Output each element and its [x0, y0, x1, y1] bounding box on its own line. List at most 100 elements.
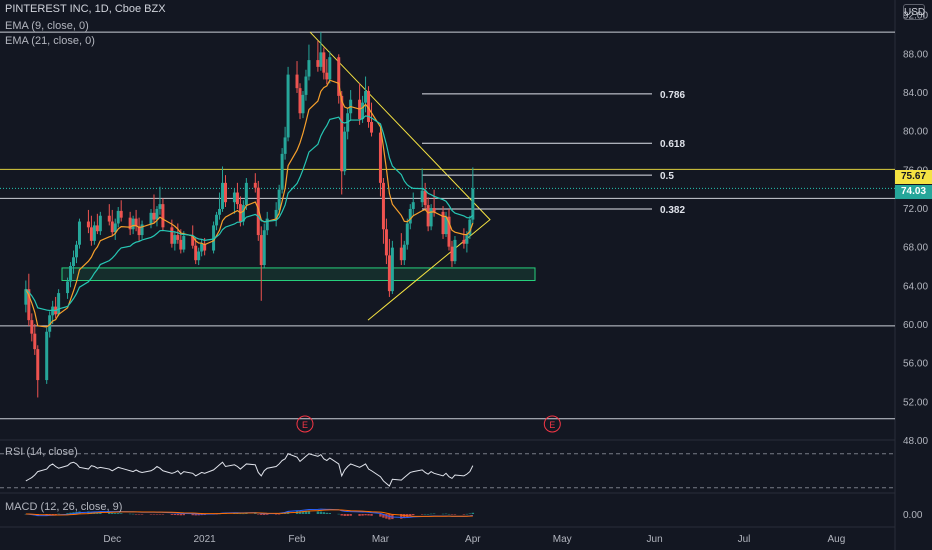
candle-body: [182, 236, 186, 250]
x-tick-label: Aug: [828, 534, 846, 545]
last-close-badge: 75.67: [895, 170, 932, 184]
candle-body: [235, 192, 239, 205]
macd-histogram-bar: [137, 514, 141, 515]
macd-histogram-bar: [447, 513, 451, 515]
fib-level-label: 0.618: [660, 139, 685, 150]
macd-histogram-bar: [161, 514, 165, 515]
x-tick-label: Dec: [103, 534, 121, 545]
candle-body: [441, 211, 445, 235]
macd-histogram-bar: [176, 514, 180, 516]
fib-level-label: 0.5: [660, 171, 674, 182]
candle-body: [367, 91, 371, 122]
currency-button[interactable]: USD: [903, 4, 925, 20]
macd-histogram-bar: [382, 514, 385, 518]
macd-histogram-bar: [277, 514, 281, 515]
x-tick-label: Feb: [288, 534, 306, 545]
candle-body: [370, 121, 374, 133]
candle-body: [155, 208, 159, 220]
current-price-badge: 74.03: [895, 185, 932, 199]
candle-body: [24, 289, 28, 305]
candle-body: [176, 235, 180, 240]
candle-body: [152, 212, 156, 220]
macd-histogram-bar: [423, 513, 427, 515]
y-tick-label: 92.00: [903, 11, 928, 22]
candle-body: [450, 246, 454, 262]
candle-body: [408, 208, 412, 224]
macd-histogram-bar: [322, 512, 326, 514]
candle-body: [75, 244, 78, 258]
macd-histogram-bar: [114, 513, 117, 514]
candle-body: [384, 229, 388, 256]
candle-body: [194, 245, 198, 261]
candle-body: [328, 57, 332, 80]
candle-body: [325, 72, 329, 80]
candle-body: [453, 239, 457, 262]
support-zone: [61, 267, 536, 281]
candle-body: [197, 251, 201, 261]
ema21-legend[interactable]: EMA (21, close, 0): [5, 35, 95, 47]
macd-histogram-bar: [453, 514, 457, 515]
candle-body: [149, 212, 153, 225]
x-tick-label: May: [553, 534, 572, 545]
candle-body: [447, 216, 451, 247]
macd-histogram-bar: [465, 513, 469, 515]
ema-line-21: [25, 115, 474, 312]
y-tick-label: 56.00: [903, 359, 928, 370]
candle-body: [274, 209, 278, 219]
macd-histogram-bar: [325, 512, 329, 514]
candle-body: [405, 223, 409, 245]
macd-histogram-bar: [274, 514, 278, 515]
candle-body: [116, 210, 120, 224]
candle-body: [137, 226, 141, 236]
macd-histogram-bar: [379, 514, 382, 517]
candle-body: [337, 57, 341, 96]
candle-body: [280, 153, 284, 190]
macd-histogram-bar: [444, 513, 448, 515]
macd-histogram-bar: [140, 514, 144, 515]
rsi-legend[interactable]: RSI (14, close): [5, 446, 78, 458]
candle-body: [462, 239, 466, 244]
macd-histogram-bar: [170, 514, 174, 515]
candle-body: [286, 74, 290, 138]
candle-body: [131, 218, 135, 230]
ema9-legend[interactable]: EMA (9, close, 0): [5, 20, 89, 32]
candle-body: [30, 320, 34, 334]
macd-histogram-bar: [367, 514, 370, 516]
macd-histogram-bar: [343, 514, 346, 517]
macd-histogram-bar: [99, 512, 102, 514]
macd-histogram-bar: [260, 514, 263, 515]
macd-histogram-bar: [432, 513, 436, 515]
candle-body: [402, 244, 406, 261]
candle-body: [113, 223, 117, 233]
candle-body: [304, 76, 308, 95]
candle-body: [378, 132, 382, 183]
candle-body: [92, 225, 96, 241]
macd-histogram-bar: [158, 514, 162, 515]
macd-histogram-bar: [242, 513, 245, 515]
macd-histogram-bar: [385, 514, 388, 519]
macd-histogram-bar: [120, 513, 123, 514]
y-tick-label: 68.00: [903, 243, 928, 254]
macd-histogram-bar: [191, 514, 194, 516]
macd-histogram-bar: [54, 514, 57, 515]
candle-body: [33, 333, 37, 350]
candle-body: [307, 60, 311, 77]
macd-histogram-bar: [337, 513, 340, 515]
candle-body: [316, 60, 320, 67]
macd-histogram-bar: [319, 511, 323, 514]
candle-body: [298, 88, 302, 114]
candle-body: [232, 192, 236, 203]
macd-histogram-bar: [179, 514, 182, 516]
macd-histogram-bar: [257, 514, 260, 515]
macd-zero-tick: 0.00: [903, 510, 923, 521]
candle-body: [69, 266, 73, 282]
macd-legend[interactable]: MACD (12, 26, close, 9): [5, 501, 123, 513]
candle-body: [468, 219, 472, 236]
macd-histogram-bar: [441, 513, 445, 515]
candle-body: [128, 217, 132, 230]
macd-histogram-bar: [152, 514, 156, 515]
candle-body: [283, 137, 287, 154]
x-tick-label: 2021: [194, 534, 217, 545]
macd-histogram-bar: [239, 513, 242, 515]
